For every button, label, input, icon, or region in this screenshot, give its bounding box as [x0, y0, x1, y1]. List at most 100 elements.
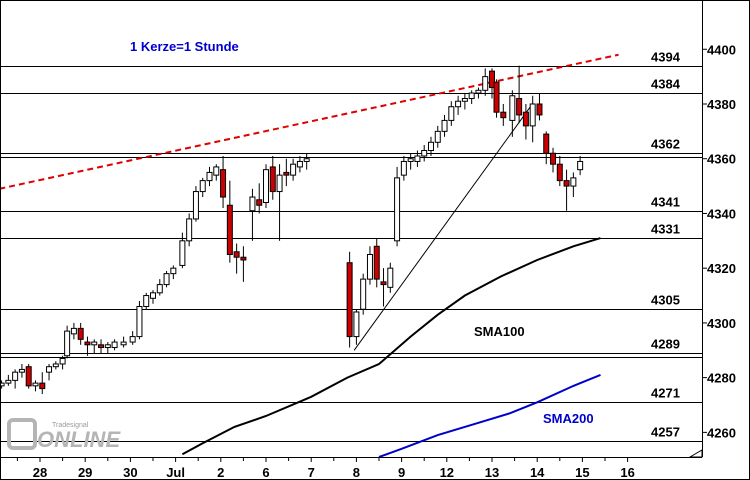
candles	[0, 65, 584, 395]
candle-body-73	[536, 103, 543, 116]
candle-body-74	[543, 133, 550, 154]
candle-body-7	[46, 366, 53, 373]
candle-body-8	[52, 363, 59, 368]
candle-body-44	[303, 158, 310, 162]
candle-body-52	[394, 177, 401, 242]
candle-body-61	[455, 100, 462, 108]
candle-body-69	[509, 95, 516, 121]
y-tick-label: 4380	[707, 97, 736, 112]
trend-lines	[0, 53, 619, 351]
candle-body-64	[475, 89, 482, 94]
logo-mark-icon	[7, 418, 37, 450]
candle-body-39	[269, 166, 276, 193]
level-label-4257: 4257	[651, 425, 680, 440]
x-tick-label: 7	[308, 465, 315, 480]
candle-body-50	[380, 281, 387, 286]
candle-body-25	[170, 267, 177, 275]
level-label-4305: 4305	[651, 293, 680, 308]
candle-body-47	[360, 278, 367, 310]
annotation-labels: 1 Kerze=1 Stunde SMA100 SMA200	[130, 39, 594, 426]
candle-body-34	[233, 251, 240, 258]
candle-body-33	[226, 204, 233, 255]
level-label-4271: 4271	[651, 386, 680, 401]
x-axis-ticks: 28 29 30 Jul 2 6 7 8 9 12 13 14 15 16	[16, 457, 635, 480]
candle-body-45	[346, 262, 353, 338]
candle-body-66	[489, 70, 495, 89]
x-tick-label: 13	[485, 465, 499, 480]
scroll-corner-icon	[688, 449, 703, 458]
candle-body-37	[256, 199, 263, 206]
x-tick-label: Jul	[166, 465, 185, 480]
candle-body-49	[373, 245, 380, 280]
y-tick-label: 4300	[707, 316, 736, 331]
candle-body-4	[25, 366, 32, 387]
candle-body-11	[70, 327, 77, 335]
candle-body-41	[283, 171, 290, 176]
y-tick-label: 4260	[707, 425, 736, 440]
candle-body-32	[220, 169, 227, 198]
level-label-4331: 4331	[651, 222, 680, 237]
level-label-4394: 4394	[651, 50, 681, 65]
candle-body-75	[550, 152, 557, 165]
candle-body-71	[522, 111, 529, 127]
candle-body-2	[12, 371, 19, 381]
y-tick-label: 4360	[707, 152, 736, 167]
candle-body-68	[500, 111, 507, 119]
candle-body-10	[64, 330, 71, 357]
candle-body-19	[129, 336, 136, 343]
x-tick-label: 29	[78, 465, 92, 480]
candle-body-15	[98, 344, 105, 349]
moving-averages	[181, 237, 601, 458]
candle-body-72	[529, 103, 536, 127]
candle-body-48	[366, 253, 373, 280]
candle-body-40	[276, 174, 283, 193]
candle-body-76	[556, 163, 563, 182]
candle-body-56	[421, 150, 428, 157]
candle-body-23	[156, 284, 163, 294]
candle-body-17	[111, 341, 118, 349]
candle-body-77	[563, 180, 570, 187]
candle-body-30	[206, 171, 213, 182]
candle-body-63	[468, 92, 475, 100]
candle-body-42	[290, 163, 297, 176]
candle-body-18	[120, 341, 127, 346]
x-tick-label: 16	[620, 465, 634, 480]
x-tick-label: 2	[217, 465, 224, 480]
candle-body-16	[104, 344, 111, 349]
candle-body-27	[186, 218, 193, 242]
level-label-4341: 4341	[651, 195, 680, 210]
candle-body-22	[150, 292, 156, 299]
candle-body-5	[32, 382, 39, 387]
candle-body-67	[493, 81, 500, 113]
x-tick-label: 9	[398, 465, 405, 480]
level-label-4289: 4289	[651, 337, 680, 352]
candle-body-46	[353, 311, 360, 338]
y-axis-ticks: 4260 4280 4300 4320 4340 4360 4380 4400	[702, 42, 736, 440]
candle-body-1	[5, 379, 12, 384]
candle-body-3	[18, 368, 25, 373]
level-label-4362: 4362	[651, 137, 680, 152]
candle-body-60	[448, 106, 455, 121]
candle-body-51	[387, 267, 394, 288]
candle-body-59	[441, 119, 448, 132]
candle-body-54	[407, 158, 414, 162]
candle-body-65	[482, 76, 489, 91]
candle-body-28	[192, 191, 199, 220]
candle-body-0	[0, 382, 5, 387]
candle-body-53	[400, 160, 407, 176]
y-tick-label: 4400	[707, 42, 736, 57]
candle-body-62	[461, 98, 468, 102]
candle-body-21	[143, 295, 150, 307]
x-tick-label: 14	[530, 465, 545, 480]
candle-body-9	[59, 357, 66, 365]
candle-body-79	[577, 160, 584, 171]
y-tick-label: 4320	[707, 261, 736, 276]
logo-wordmark: ONLINE	[37, 427, 121, 452]
sma200-label: SMA200	[543, 411, 594, 426]
candle-body-24	[163, 273, 170, 286]
candle-body-20	[136, 305, 143, 338]
x-tick-label: 6	[262, 465, 269, 480]
series-line-sma200	[378, 373, 601, 458]
x-tick-label: 12	[440, 465, 454, 480]
